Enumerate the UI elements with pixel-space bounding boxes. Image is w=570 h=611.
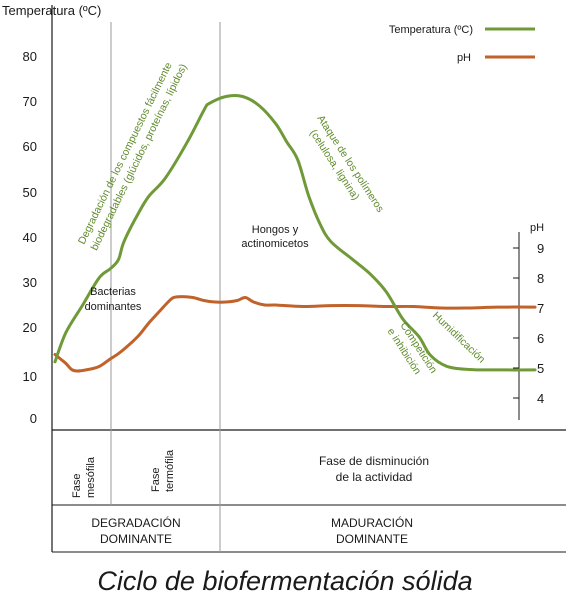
stage-degradation-line2: DOMINANTE	[100, 532, 172, 546]
phase-mesophilic-label: Fase mesófila	[71, 456, 97, 498]
y-axis-title: Temperatura (ºC)	[2, 3, 101, 18]
ph-tick-9: 9	[537, 241, 544, 256]
y-tick-60: 60	[23, 139, 37, 154]
y-tick-70: 70	[23, 94, 37, 109]
phase-thermophilic-line1: Fase	[150, 468, 162, 492]
y-right-ticks: 9 8 7 6 5 4	[513, 241, 544, 406]
phase-mesophilic-line1: Fase	[71, 474, 83, 498]
stage-maturation-line1: MADURACIÓN	[331, 515, 413, 530]
legend: Temperatura (ºC) pH	[389, 24, 535, 64]
ph-tick-4: 4	[537, 391, 544, 406]
y-tick-20: 20	[23, 320, 37, 335]
series-temperature-line	[53, 93, 537, 372]
legend-ph-label: pH	[457, 52, 471, 64]
series-ph-line	[53, 295, 537, 373]
annotation-bacteria-line2: dominantes	[85, 301, 142, 313]
stage-degradation-line1: DEGRADACIÓN	[91, 515, 180, 530]
ph-tick-8: 8	[537, 271, 544, 286]
annotation-bacteria-line1: Bacterias	[90, 286, 136, 298]
y-tick-40: 40	[23, 230, 37, 245]
annotation-fungi-line1: Hongos y	[252, 224, 299, 236]
y-tick-0: 0	[30, 411, 37, 426]
phase-decline-line2: de la actividad	[336, 470, 413, 484]
legend-temperature-label: Temperatura (ºC)	[389, 24, 473, 36]
ph-tick-5: 5	[537, 361, 544, 376]
stage-maturation-line2: DOMINANTE	[336, 532, 408, 546]
y-tick-30: 30	[23, 275, 37, 290]
y-tick-10: 10	[23, 369, 37, 384]
phase-decline-line1: Fase de disminución	[319, 454, 429, 468]
y-tick-80: 80	[23, 49, 37, 64]
annotation-fungi-line2: actinomicetos	[241, 238, 309, 250]
phase-thermophilic-label: Fase termófila	[150, 449, 176, 492]
phase-thermophilic-line2: termófila	[164, 449, 176, 492]
ph-tick-6: 6	[537, 331, 544, 346]
chart-title: Ciclo de biofermentación sólida	[97, 566, 473, 596]
annotation-polymers: Ataque de los polímeros (celulosa, ligni…	[307, 113, 386, 215]
ph-tick-7: 7	[537, 301, 544, 316]
y-left-ticks: 0 10 20 30 40 50 60 70 80	[23, 49, 37, 426]
annotation-temp-rise-line1: Degradación de los compuestos fácilmente	[76, 60, 175, 246]
y-right-axis-title: pH	[530, 222, 544, 234]
annotation-competition: Competición e inhibición	[385, 320, 440, 377]
phase-mesophilic-line2: mesófila	[85, 456, 97, 498]
annotation-humification: Humidificación	[430, 310, 488, 366]
y-tick-50: 50	[23, 185, 37, 200]
annotation-temp-rise-line2: biodegradables (glúcidos, proteínas, líp…	[88, 62, 189, 252]
